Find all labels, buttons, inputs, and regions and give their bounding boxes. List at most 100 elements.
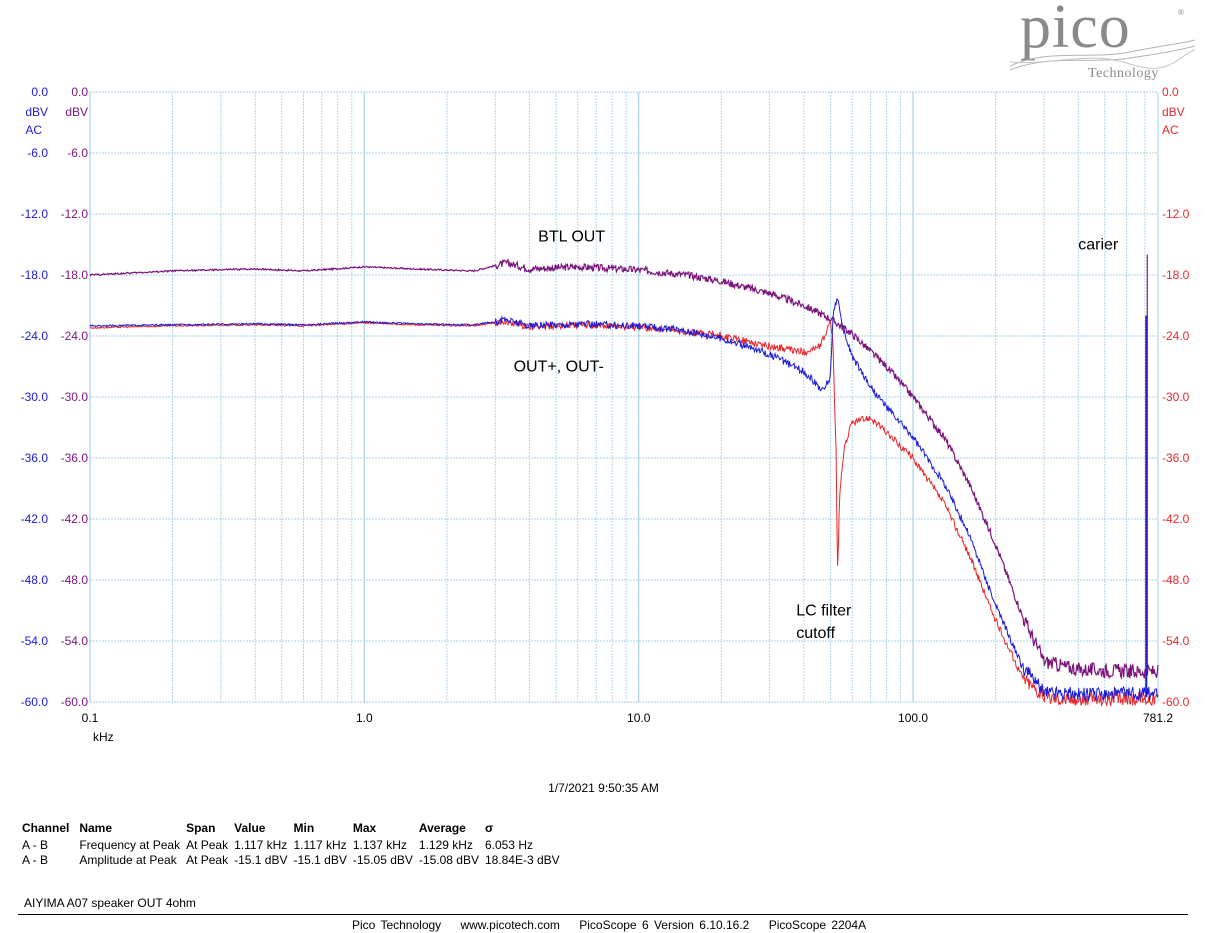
y-tick-label-right: -42.0: [1162, 512, 1190, 526]
y-tick-label-right: 0.0: [1162, 85, 1179, 99]
y-axis-right: 0.0 -12.0 -18.0 -24.0 -30.0 -36.0 -42.0 -48.0 -5…: [1162, 85, 1190, 709]
y-tick-label-left-a: -42.0: [21, 512, 49, 526]
y-tick-label-left-b: -30.0: [61, 390, 89, 404]
y-tick-label-left-a: -36.0: [21, 451, 49, 465]
y-tick-label-left-a: 0.0: [31, 85, 48, 99]
cell-channel: A - B: [22, 853, 49, 867]
capture-timestamp: 1/7/2021 9:50:35 AM: [548, 781, 659, 795]
x-unit-label: kHz: [93, 730, 114, 744]
x-tick-label: 781.2: [1143, 711, 1173, 725]
chart-series: [89, 254, 1159, 708]
y-tick-label-left-b: -42.0: [61, 512, 89, 526]
logo-registered-mark: ®: [1178, 8, 1184, 17]
y-tick-label-left-a: -60.0: [21, 695, 49, 709]
cell-min: 1.117 kHz: [293, 838, 347, 852]
y-axis-left-channel-a: 0.0 -6.0 -12.0 -18.0 -24.0 -30.0 -36.0 -42.0 -48…: [21, 85, 49, 709]
y-coupling-left-a: AC: [25, 123, 42, 137]
header-name: Name: [79, 821, 113, 835]
y-tick-label-right: -36.0: [1162, 451, 1190, 465]
cell-average: 1.129 kHz: [418, 838, 473, 852]
logo-subtitle: Technology: [1088, 66, 1159, 81]
cell-span: At Peak: [186, 853, 229, 867]
chart-annotation: BTL OUT: [538, 228, 605, 245]
series-line-red: [89, 318, 1159, 708]
series-line-purple: [89, 258, 1159, 681]
chart-grid: [89, 91, 1159, 703]
chart-annotation: carier: [1078, 237, 1119, 254]
chart-annotation: cutoff: [796, 625, 835, 642]
y-tick-label-right: -54.0: [1162, 634, 1190, 648]
cell-max: 1.137 kHz: [352, 838, 407, 852]
cell-min: -15.1 dBV: [293, 853, 347, 867]
y-tick-label-right: -12.0: [1162, 207, 1190, 221]
spectrum-chart: 0.0 -6.0 -12.0 -18.0 -24.0 -30.0 -36.0 -42.0 -48…: [21, 85, 1190, 744]
cell-name: Frequency at Peak: [79, 838, 181, 852]
footer-url: www.picotech.com: [460, 918, 560, 932]
cell-max: -15.05 dBV: [352, 853, 413, 867]
footer-device: PicoScope 2204A: [768, 918, 867, 932]
y-axis-left-channel-b: 0.0 -6.0 -12.0 -18.0 -24.0 -30.0 -36.0 -42.0 -48…: [61, 85, 89, 709]
y-tick-label-left-b: -54.0: [61, 634, 89, 648]
measurements-table: Channel Name Span Value Min Max Average …: [22, 821, 566, 868]
y-tick-label-left-a: -12.0: [21, 207, 49, 221]
cell-value: -15.1 dBV: [234, 853, 288, 867]
y-tick-label-left-b: -36.0: [61, 451, 89, 465]
logo-wordmark: pico: [1020, 0, 1131, 61]
chart-annotation: OUT+, OUT-: [514, 359, 604, 376]
y-tick-label-left-b: -48.0: [61, 573, 89, 587]
cell-name: Amplitude at Peak: [79, 853, 177, 867]
table-row: A - B Amplitude at Peak At Peak -15.1 dB…: [22, 853, 566, 868]
capture-note: AIYIMA A07 speaker OUT 4ohm: [24, 896, 196, 910]
cell-channel: A - B: [22, 838, 49, 852]
y-tick-label-right: -24.0: [1162, 329, 1190, 343]
header-average: Average: [418, 821, 466, 835]
chart-annotations: BTL OUT OUT+, OUT-carier LC filter cutoff: [514, 228, 1119, 642]
y-tick-label-left-a: -30.0: [21, 390, 49, 404]
logo-wave-graphic: [1010, 39, 1196, 71]
measurements-header-row: Channel Name Span Value Min Max Average …: [22, 821, 566, 838]
y-tick-label-left-a: -6.0: [27, 146, 48, 160]
header-channel: Channel: [22, 821, 70, 835]
y-unit-right: dBV: [1162, 105, 1185, 119]
footer-divider: [18, 914, 1188, 915]
cell-sigma: 18.84E-3 dBV: [484, 853, 560, 867]
pico-technology-logo: pico ® Technology: [1010, 0, 1200, 86]
header-sigma: σ: [484, 821, 494, 835]
y-tick-label-left-b: -24.0: [61, 329, 89, 343]
y-tick-label-left-a: -48.0: [21, 573, 49, 587]
x-tick-label: 100.0: [898, 711, 928, 725]
cell-average: -15.08 dBV: [418, 853, 479, 867]
y-tick-label-left-b: -6.0: [67, 146, 88, 160]
x-axis: 0.1 1.0 10.0 100.0 781.2 kHz: [82, 711, 1174, 744]
cell-span: At Peak: [186, 838, 229, 852]
header-max: Max: [352, 821, 377, 835]
y-tick-label-right: -60.0: [1162, 695, 1190, 709]
y-tick-label-left-a: -24.0: [21, 329, 49, 343]
y-tick-label-right: -30.0: [1162, 390, 1190, 404]
y-tick-label-left-b: -60.0: [61, 695, 89, 709]
y-tick-label-left-b: -18.0: [61, 268, 89, 282]
y-tick-label-left-b: -12.0: [61, 207, 89, 221]
y-tick-label-left-a: -18.0: [21, 268, 49, 282]
footer-company: Pico Technology: [352, 918, 442, 932]
y-coupling-right: AC: [1162, 123, 1179, 137]
footer-version: PicoScope 6 Version 6.10.16.2: [579, 918, 750, 932]
cell-value: 1.117 kHz: [234, 838, 288, 852]
x-tick-label: 0.1: [82, 711, 99, 725]
y-tick-label-right: -48.0: [1162, 573, 1190, 587]
series-line-blue: [89, 298, 1159, 703]
chart-annotation: LC filter: [796, 603, 852, 620]
x-tick-label: 1.0: [356, 711, 373, 725]
y-unit-left-a: dBV: [25, 105, 48, 119]
header-value: Value: [234, 821, 266, 835]
y-tick-label-right: -18.0: [1162, 268, 1190, 282]
header-span: Span: [186, 821, 216, 835]
y-unit-left-b: dBV: [65, 105, 88, 119]
y-tick-label-left-b: 0.0: [71, 85, 88, 99]
header-min: Min: [293, 821, 315, 835]
footer: Pico Technology www.picotech.com PicoSco…: [352, 918, 880, 932]
cell-sigma: 6.053 Hz: [484, 838, 533, 852]
y-tick-label-left-a: -54.0: [21, 634, 49, 648]
x-tick-label: 10.0: [627, 711, 651, 725]
table-row: A - B Frequency at Peak At Peak 1.117 kH…: [22, 838, 566, 853]
